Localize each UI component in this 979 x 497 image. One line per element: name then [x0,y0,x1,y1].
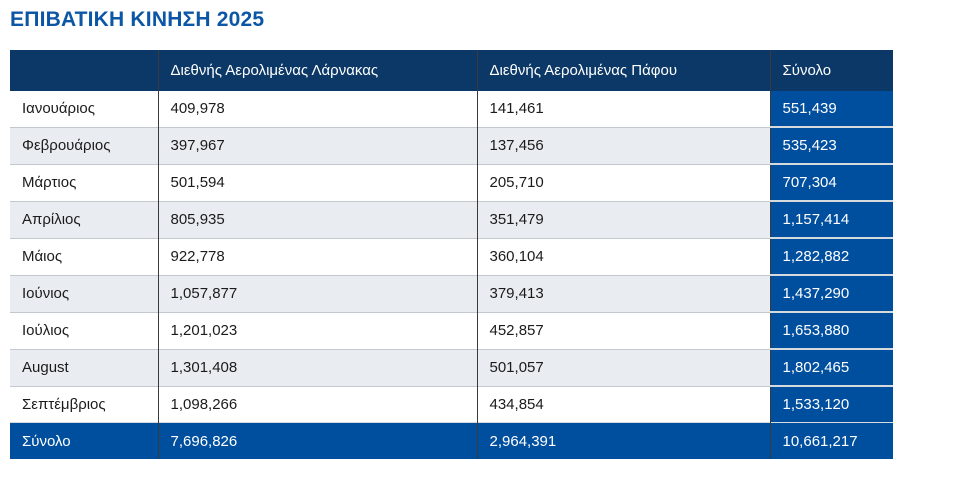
total-cell: 1,802,465 [769,348,893,386]
paphos-cell: 360,104 [476,237,770,275]
totals-label-cell: Σύνολο [10,422,158,459]
larnaca-cell: 1,057,877 [157,274,477,312]
total-cell: 1,533,120 [769,385,893,423]
month-cell: August [10,348,158,386]
paphos-cell: 379,413 [476,274,770,312]
table-header: Διεθνής Αερολιμένας Λάρνακας Διεθνής Αερ… [10,50,893,91]
page-title: ΕΠΙΒΑΤΙΚΗ ΚΙΝΗΣΗ 2025 [10,8,265,31]
total-cell: 1,282,882 [769,237,893,275]
header-cell-month [10,50,158,91]
month-cell: Ιανουάριος [22,100,95,118]
total-cell: 1,653,880 [769,311,893,349]
table-row: Ιανουάριος 409,978 141,461 551,439 [10,91,893,127]
table-row: Ιούνιος 1,057,877 379,413 1,437,290 [10,274,893,312]
month-cell: Απρίλιος [10,200,158,238]
header-cell-larnaca: Διεθνής Αερολιμένας Λάρνακας [157,50,477,91]
table-row: Σεπτέμβριος 1,098,266 434,854 1,533,120 [10,385,893,423]
paphos-cell: 501,057 [476,348,770,386]
paphos-cell: 351,479 [476,200,770,238]
larnaca-cell: 1,098,266 [157,385,477,423]
header-cell-paphos: Διεθνής Αερολιμένας Πάφου [476,50,770,91]
passenger-traffic-table: Διεθνής Αερολιμένας Λάρνακας Διεθνής Αερ… [10,50,893,459]
month-cell: Ιούλιος [10,311,158,349]
total-cell: 535,423 [769,126,893,164]
larnaca-cell: 922,778 [157,237,477,275]
larnaca-cell: 409,978 [157,91,477,127]
larnaca-cell: 397,967 [157,126,477,164]
table-row: Απρίλιος 805,935 351,479 1,157,414 [10,200,893,238]
totals-row: Σύνολο 7,696,826 2,964,391 10,661,217 [10,422,893,459]
table-body: Ιανουάριος 409,978 141,461 551,439 Φεβρο… [10,91,893,423]
total-cell: 551,439 [769,91,893,127]
paphos-cell: 452,857 [476,311,770,349]
total-cell: 707,304 [769,163,893,201]
larnaca-cell: 1,201,023 [157,311,477,349]
table-row: Μάρτιος 501,594 205,710 707,304 [10,163,893,201]
month-cell: Ιούνιος [10,274,158,312]
month-cell: Σεπτέμβριος [10,385,158,423]
totals-grand-cell: 10,661,217 [769,422,893,459]
table-row: Μάιος 922,778 360,104 1,282,882 [10,237,893,275]
table-row: August 1,301,408 501,057 1,802,465 [10,348,893,386]
table-row: Ιούλιος 1,201,023 452,857 1,653,880 [10,311,893,349]
month-cell: Μάιος [10,237,158,275]
paphos-cell: 141,461 [476,91,770,127]
header-row: Διεθνής Αερολιμένας Λάρνακας Διεθνής Αερ… [10,50,893,91]
month-cell: Φεβρουάριος [10,126,158,164]
table-row: Φεβρουάριος 397,967 137,456 535,423 [10,126,893,164]
total-cell: 1,437,290 [769,274,893,312]
paphos-cell: 434,854 [476,385,770,423]
total-cell: 1,157,414 [769,200,893,238]
paphos-cell: 137,456 [476,126,770,164]
larnaca-cell: 805,935 [157,200,477,238]
month-cell: Μάρτιος [10,163,158,201]
paphos-cell: 205,710 [476,163,770,201]
header-cell-total: Σύνολο [769,50,893,91]
page: ΕΠΙΒΑΤΙΚΗ ΚΙΝΗΣΗ 2025 Διεθνής Αερολιμένα… [10,8,893,459]
totals-paphos-cell: 2,964,391 [476,422,770,459]
table-footer: Σύνολο 7,696,826 2,964,391 10,661,217 [10,422,893,459]
totals-larnaca-cell: 7,696,826 [157,422,477,459]
larnaca-cell: 1,301,408 [157,348,477,386]
larnaca-cell: 501,594 [157,163,477,201]
